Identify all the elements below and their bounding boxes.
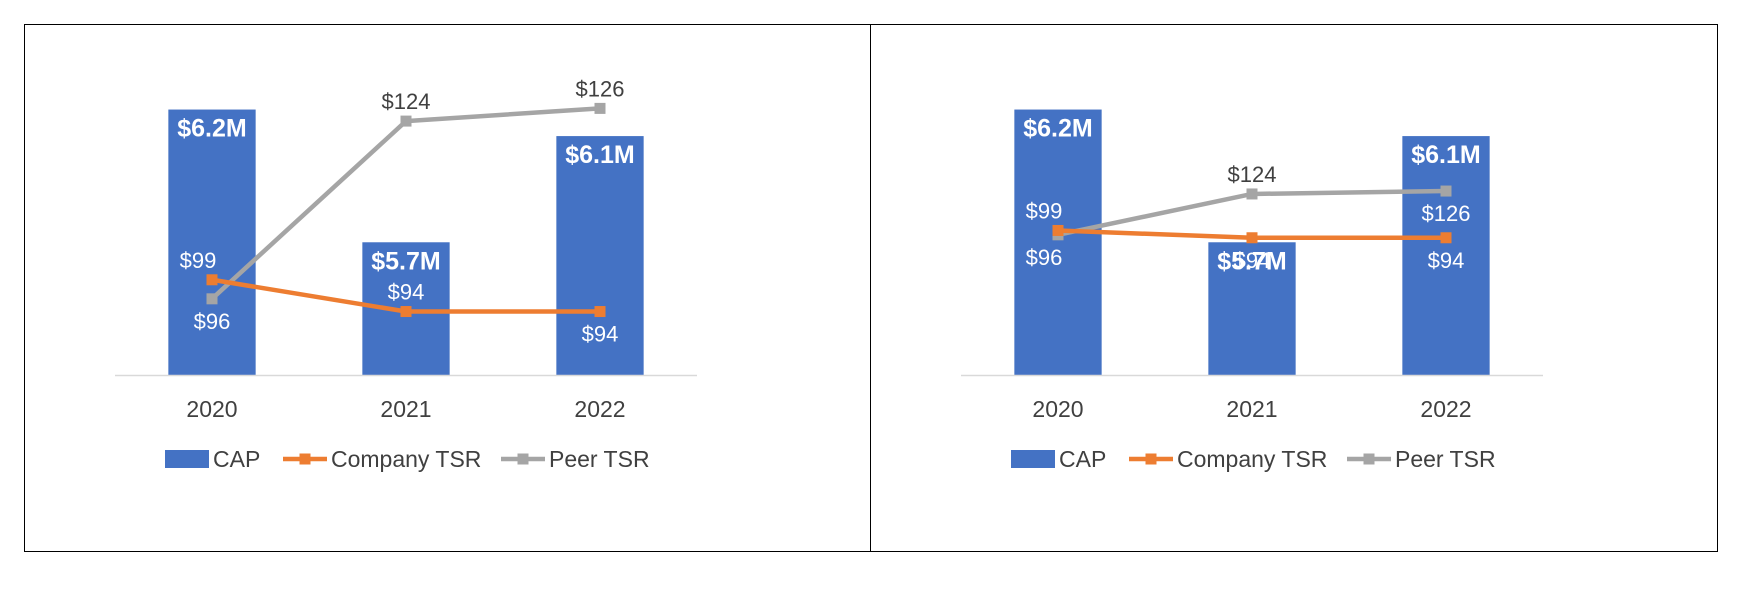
cap-bar-2022 xyxy=(1402,136,1490,375)
peer-tsr-marker xyxy=(1440,185,1452,197)
cap-bar-label: $6.2M xyxy=(177,115,246,143)
x-tick-label: 2022 xyxy=(1420,396,1471,422)
cap-bar-2022 xyxy=(556,136,644,375)
legend-company-tsr-marker xyxy=(1145,453,1157,465)
legend-cap-swatch xyxy=(165,450,209,468)
legend-company-tsr-label: Company TSR xyxy=(1177,446,1327,472)
legend-company-tsr-marker xyxy=(299,453,311,465)
cap-bar-2020 xyxy=(168,109,256,375)
legend-company-tsr-label: Company TSR xyxy=(331,446,481,472)
company-tsr-label: $94 xyxy=(1428,248,1465,273)
company-tsr-marker xyxy=(1440,232,1452,244)
company-tsr-label: $94 xyxy=(582,322,619,347)
cap-bar-2021 xyxy=(1208,242,1296,375)
legend-cap-label: CAP xyxy=(1059,446,1106,472)
peer-tsr-label: $126 xyxy=(576,76,625,101)
legend: CAP Company TSR Peer TSR xyxy=(1011,446,1496,472)
legend-peer-tsr-label: Peer TSR xyxy=(1395,446,1496,472)
x-tick-label: 2021 xyxy=(380,396,431,422)
combo-chart-left: $6.2M $5.7M $6.1M 2020 2021 2022 $99 $94 $94 $96 $… xyxy=(115,76,697,472)
peer-tsr-label: $96 xyxy=(1026,245,1063,270)
cap-bar-label: $6.2M xyxy=(1023,115,1092,143)
company-tsr-label: $94 xyxy=(1234,248,1271,273)
legend-peer-tsr-marker xyxy=(1363,453,1375,465)
peer-tsr-marker xyxy=(400,115,412,127)
peer-tsr-label: $96 xyxy=(194,309,231,334)
legend: CAP Company TSR Peer TSR xyxy=(165,446,650,472)
x-tick-label: 2020 xyxy=(186,396,237,422)
peer-tsr-marker xyxy=(1246,188,1258,200)
x-tick-label: 2020 xyxy=(1032,396,1083,422)
chart-panel-left: $6.2M $5.7M $6.1M 2020 2021 2022 $99 $94 $94 $96 $… xyxy=(24,24,872,552)
peer-tsr-marker xyxy=(206,293,218,305)
legend-cap-label: CAP xyxy=(213,446,260,472)
peer-tsr-label: $124 xyxy=(1228,162,1277,187)
legend-peer-tsr-label: Peer TSR xyxy=(549,446,650,472)
peer-tsr-label: $124 xyxy=(382,89,431,114)
peer-tsr-marker xyxy=(594,102,606,114)
x-tick-label: 2021 xyxy=(1226,396,1277,422)
company-tsr-label: $99 xyxy=(180,248,217,273)
company-tsr-marker xyxy=(1052,224,1064,236)
legend-peer-tsr-marker xyxy=(517,453,529,465)
cap-bar-label: $5.7M xyxy=(371,247,440,275)
company-tsr-label: $94 xyxy=(388,280,425,305)
cap-bar-2020 xyxy=(1014,109,1102,375)
x-tick-label: 2022 xyxy=(574,396,625,422)
combo-chart-right: $6.2M $5.7M $6.1M 2020 2021 2022 $99 $94 $94 $96 $… xyxy=(961,109,1543,472)
company-tsr-marker xyxy=(594,306,606,318)
legend-cap-swatch xyxy=(1011,450,1055,468)
cap-bar-label: $5.7M xyxy=(1217,247,1286,275)
company-tsr-marker xyxy=(1246,232,1258,244)
company-tsr-label: $99 xyxy=(1026,198,1063,223)
cap-bar-label: $6.1M xyxy=(565,141,634,169)
chart-panel-right: $6.2M $5.7M $6.1M 2020 2021 2022 $99 $94 $94 $96 $… xyxy=(870,24,1718,552)
cap-bar-label: $6.1M xyxy=(1411,141,1480,169)
company-tsr-marker xyxy=(400,306,412,318)
company-tsr-marker xyxy=(206,274,218,286)
peer-tsr-label: $126 xyxy=(1422,201,1471,226)
